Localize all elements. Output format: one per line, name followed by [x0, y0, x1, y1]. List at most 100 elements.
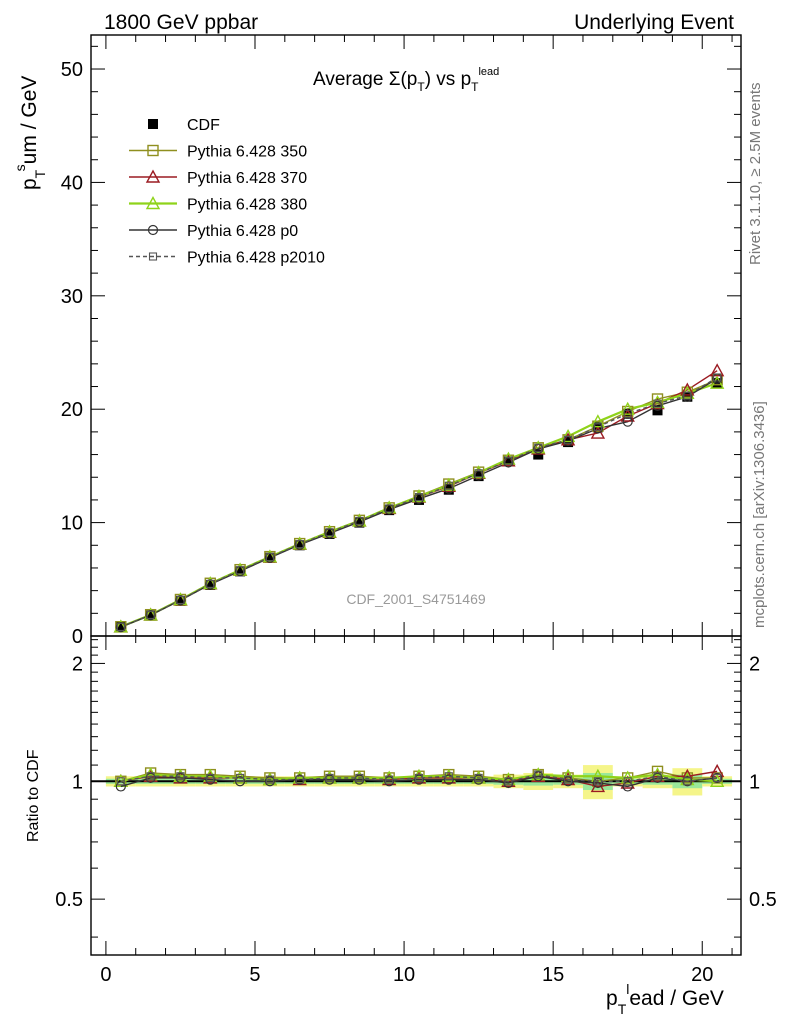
marker-data-square — [148, 119, 158, 129]
marker-circle — [145, 772, 156, 784]
x-tick-label: 5 — [249, 964, 260, 986]
marker-circle — [562, 776, 574, 787]
x-axis-label: pTlead / GeV — [606, 981, 724, 1017]
marker-circle — [503, 777, 514, 789]
y-tick-label: 40 — [61, 172, 83, 194]
legend-label: Pythia 6.428 350 — [187, 144, 307, 161]
marker-circle — [145, 610, 156, 621]
header-right: Underlying Event — [574, 11, 734, 34]
marker-circle — [652, 400, 663, 411]
marker-square-small — [474, 773, 483, 782]
y-tick-label: 10 — [61, 513, 83, 535]
header-left: 1800 GeV ppbar — [104, 11, 258, 34]
x-tick-label: 0 — [100, 964, 111, 986]
x-tick-label: 15 — [542, 964, 564, 986]
marker-data-square — [354, 517, 365, 528]
y-tick-label: 20 — [61, 399, 83, 421]
main-y-axis-label: pTsum / GeV — [12, 76, 48, 190]
marker-triangle — [709, 363, 725, 377]
ratio-y-tick-label: 2 — [72, 653, 83, 675]
marker-circle — [592, 423, 603, 434]
marker-square-small — [623, 409, 632, 418]
marker-data-square — [294, 540, 305, 551]
marker-square-small — [265, 553, 274, 562]
ratio-y-tick-label-right: 1 — [749, 771, 760, 793]
legend-label: CDF — [187, 117, 220, 134]
marker-data-square — [115, 621, 126, 632]
marker-square-small — [444, 481, 453, 490]
y-tick-label: 50 — [61, 59, 83, 81]
marker-square-small — [116, 777, 125, 786]
marker-circle — [234, 776, 246, 787]
marker-triangle — [590, 414, 606, 428]
marker-square-small — [564, 435, 573, 444]
marker-data-square — [384, 505, 395, 516]
marker-square-small — [206, 773, 215, 782]
marker-triangle — [145, 196, 161, 210]
marker-circle — [205, 774, 216, 785]
marker-circle — [413, 493, 425, 504]
marker-circle — [473, 774, 484, 785]
marker-circle — [175, 772, 186, 784]
rivet-version-label: Rivet 3.1.10, ≥ 2.5M events — [747, 83, 764, 266]
marker-circle — [652, 772, 663, 784]
svg-text:pTsum / GeV: pTsum / GeV — [12, 76, 48, 190]
marker-square-small — [593, 777, 602, 786]
marker-data-square — [235, 566, 246, 577]
marker-circle — [175, 595, 186, 606]
marker-circle — [473, 470, 484, 481]
marker-data-square — [205, 579, 216, 590]
marker-square-small — [683, 777, 692, 786]
svg-text:pTlead / GeV: pTlead / GeV — [606, 981, 724, 1017]
marker-square — [711, 374, 723, 386]
marker-square-small — [474, 469, 483, 478]
marker-square-small — [206, 579, 215, 588]
main-plot-title: Average Σ(pT) vs pTlead — [313, 66, 499, 94]
ratio-plot-frame — [90, 635, 742, 956]
marker-data-square — [413, 494, 424, 505]
marker-square-small — [414, 773, 424, 782]
marker-square-small — [653, 772, 662, 781]
marker-square-small — [325, 773, 334, 782]
marker-square — [147, 144, 159, 157]
marker-square-small — [504, 777, 513, 786]
marker-circle — [622, 781, 633, 792]
marker-square-small — [355, 773, 364, 782]
marker-square-small — [176, 772, 185, 781]
ratio-y-tick-label: 0.5 — [55, 889, 83, 911]
marker-square-small — [713, 773, 722, 782]
marker-square-small — [504, 456, 513, 465]
marker-square-small — [534, 770, 543, 779]
marker-circle — [115, 622, 126, 633]
marker-square-small — [564, 775, 573, 784]
marker-square-small — [236, 773, 245, 782]
marker-square-small — [593, 422, 602, 431]
ratio-y-tick-label-right: 2 — [749, 653, 760, 675]
marker-square-small — [414, 493, 424, 502]
legend-label: Pythia 6.428 p2010 — [187, 250, 325, 267]
marker-data-square — [175, 595, 186, 606]
legend-label: Pythia 6.428 p0 — [187, 223, 298, 240]
marker-square-small — [295, 775, 304, 784]
marker-circle — [443, 774, 454, 785]
marker-square — [651, 393, 664, 405]
x-tick-label: 10 — [393, 964, 415, 986]
marker-circle — [592, 777, 603, 789]
marker-square-small — [146, 772, 155, 781]
marker-square-small — [148, 252, 158, 261]
y-tick-label: 0 — [72, 626, 83, 648]
marker-data-square — [473, 471, 484, 482]
marker-square-small — [146, 610, 155, 619]
ratio-line-3 — [120, 775, 718, 788]
marker-circle — [115, 781, 126, 792]
marker-circle — [682, 776, 693, 787]
ratio-y-tick-label-right: 0.5 — [749, 889, 777, 911]
legend-label: Pythia 6.428 380 — [187, 197, 307, 214]
marker-square-small — [236, 566, 245, 575]
marker-square-small — [355, 516, 364, 525]
marker-square-small — [116, 622, 125, 631]
marker-square-small — [534, 443, 543, 452]
marker-triangle — [680, 382, 695, 396]
marker-circle — [264, 776, 275, 787]
